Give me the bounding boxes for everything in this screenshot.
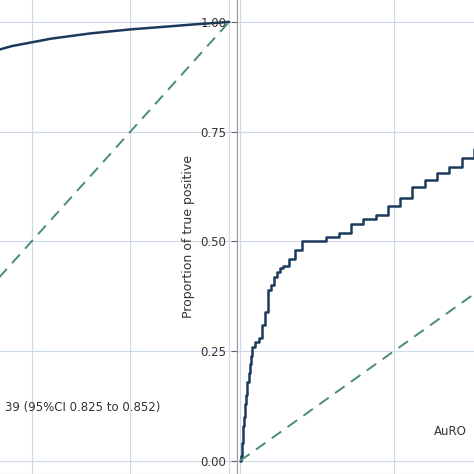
Text: AuRO: AuRO [434,425,467,438]
Y-axis label: Proportion of true positive: Proportion of true positive [182,155,195,319]
Text: 39 (95%CI 0.825 to 0.852): 39 (95%CI 0.825 to 0.852) [5,401,160,414]
